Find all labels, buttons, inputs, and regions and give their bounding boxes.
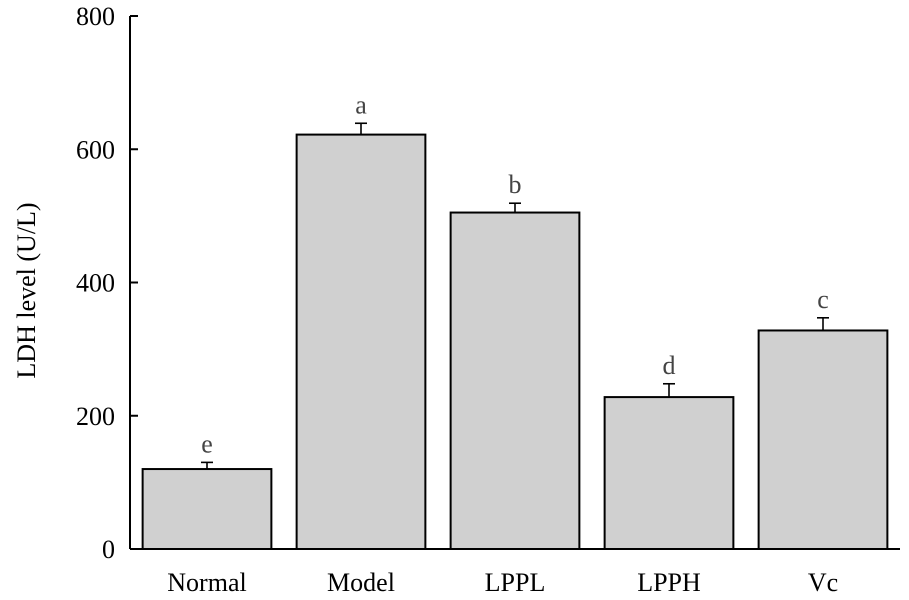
significance-label: b (509, 170, 522, 199)
significance-label: a (355, 90, 367, 119)
bar-lppl (449, 211, 581, 550)
y-tick-label: 800 (76, 2, 115, 31)
x-tick-label: LPPL (485, 568, 546, 597)
bars: e a b d c (141, 90, 889, 550)
bar-normal (141, 468, 273, 550)
significance-label: d (663, 351, 676, 380)
y-tick-label: 200 (76, 402, 115, 431)
bar-lpph (603, 396, 735, 550)
x-tick-label: Normal (167, 568, 246, 597)
bar-model (295, 133, 427, 550)
bar-vc (757, 329, 889, 550)
y-axis-ticks: 0 200 400 600 800 (76, 2, 138, 564)
x-tick-label: LPPH (637, 568, 701, 597)
x-tick-label: Model (327, 568, 395, 597)
y-tick-label: 400 (76, 269, 115, 298)
significance-label: e (201, 429, 213, 458)
y-tick-label: 0 (102, 535, 115, 564)
x-tick-label: Vc (808, 568, 838, 597)
y-axis-title: LDH level (U/L) (12, 202, 41, 378)
significance-label: c (817, 285, 829, 314)
y-tick-label: 600 (76, 135, 115, 164)
x-axis-tick-labels: Normal Model LPPL LPPH Vc (167, 568, 838, 597)
